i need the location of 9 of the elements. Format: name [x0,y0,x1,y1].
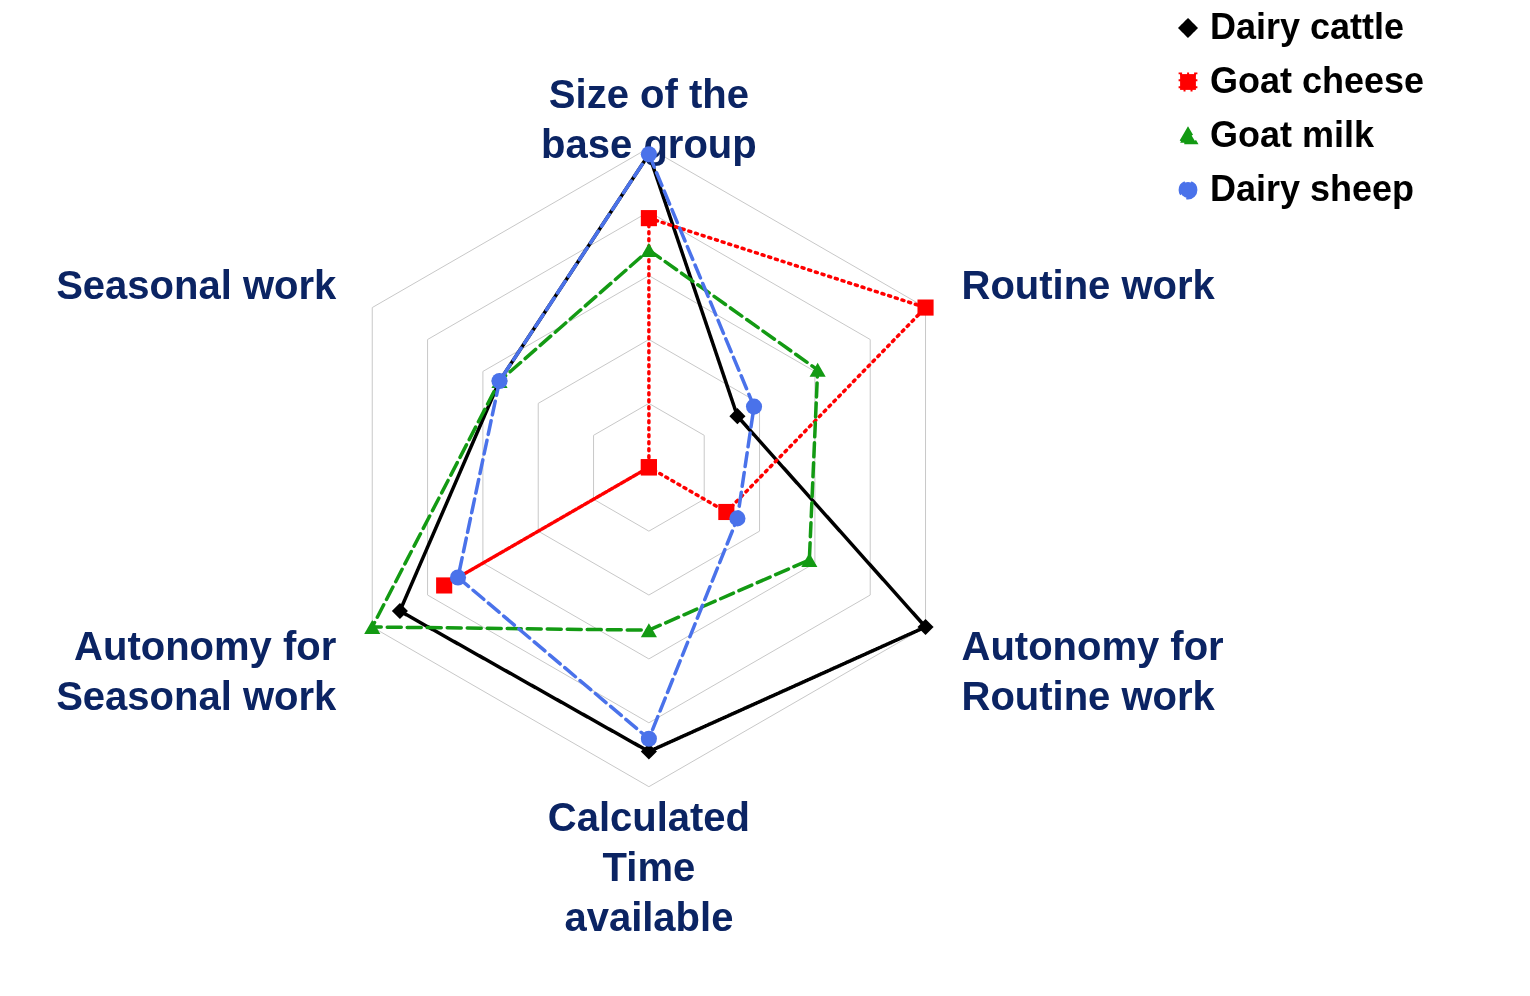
legend-label: Goat milk [1210,114,1376,155]
spoke-label: Seasonal work [56,262,338,307]
legend-label: Dairy cattle [1210,6,1405,47]
legend-label: Goat cheese [1210,60,1425,101]
spoke-label: Routine work [961,262,1216,307]
legend-label: Dairy sheep [1210,168,1415,209]
spoke-label: Calculated Time available [547,795,751,940]
spoke-label: Autonomy for Seasonal work [56,623,338,718]
spoke-label: Autonomy for Routine work [961,623,1224,718]
